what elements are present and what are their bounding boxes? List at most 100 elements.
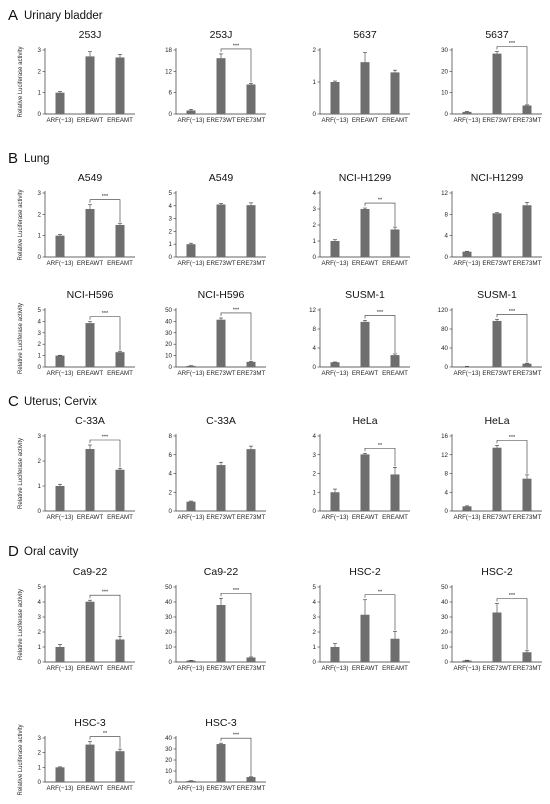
significance-bracket <box>364 202 396 227</box>
bar <box>216 744 226 782</box>
y-tick-label: 4 <box>169 471 173 478</box>
bar <box>522 478 532 511</box>
bar <box>216 319 226 367</box>
significance-label: *** <box>377 310 384 316</box>
x-category-label: EREAMT <box>382 260 408 267</box>
y-tick-label: 50 <box>165 584 172 591</box>
chart-title: 253J <box>210 29 233 41</box>
y-tick-label: 4 <box>169 203 173 210</box>
y-tick-label: 8 <box>445 211 449 218</box>
section-c-header: C Uterus; Cervix <box>8 393 97 410</box>
x-category-label: ERE73WT <box>206 514 235 521</box>
y-tick-label: 4 <box>313 433 317 440</box>
y-tick-label: 2 <box>313 629 317 636</box>
chart-title: 5637 <box>485 29 509 41</box>
chart-panel: 5637 0 1 2 ARF(−13) EREAWT EREAMT <box>313 29 410 124</box>
x-category-label: EREAWT <box>77 370 103 377</box>
x-category-label: ERE73WT <box>482 117 511 124</box>
bar <box>216 605 226 662</box>
y-tick-label: 0 <box>169 111 173 118</box>
section-title: Lung <box>24 153 50 165</box>
y-tick-label: 50 <box>165 307 172 314</box>
significance-bracket <box>220 592 252 656</box>
x-category-label: EREAWT <box>352 665 378 672</box>
chart-panel: HSC-3 0 1 2 3 Relative Luciferase activity ARF… <box>18 717 135 796</box>
y-tick-label: 18 <box>165 47 172 54</box>
x-category-label: ARF(−13) <box>454 514 481 521</box>
bar <box>246 657 256 662</box>
x-category-label: EREAWT <box>352 260 378 267</box>
chart-panel: SUSM-1 0 40 80 120 ARF(−13) ERE73WT ERE73MT *** <box>438 289 542 377</box>
x-category-label: ARF(−13) <box>454 117 481 124</box>
y-tick-label: 4 <box>313 599 317 606</box>
x-category-label: EREAWT <box>77 117 103 124</box>
x-category-label: ERE73MT <box>237 665 266 672</box>
bar <box>462 111 472 114</box>
y-tick-label: 2 <box>38 458 42 465</box>
y-tick-label: 0 <box>38 111 42 118</box>
y-tick-label: 8 <box>313 326 317 333</box>
significance-label: ** <box>378 589 383 595</box>
x-category-label: ARF(−13) <box>178 260 205 267</box>
x-category-label: ARF(−13) <box>322 260 349 267</box>
bar <box>462 660 472 662</box>
bar <box>462 506 472 511</box>
y-tick-label: 3 <box>313 452 317 459</box>
x-category-label: ARF(−13) <box>322 514 349 521</box>
x-category-label: ARF(−13) <box>178 370 205 377</box>
bar <box>360 321 370 367</box>
y-tick-label: 8 <box>445 471 449 478</box>
y-tick-label: 3 <box>38 433 42 440</box>
x-category-label: EREAMT <box>107 260 133 267</box>
bar <box>85 323 95 367</box>
y-tick-label: 12 <box>309 307 316 314</box>
significance-label: *** <box>233 733 240 739</box>
y-axis-label: Relative Luciferase activity <box>18 438 24 509</box>
bar <box>330 241 340 257</box>
bar <box>360 614 370 662</box>
chart-title: NCI-H596 <box>198 289 245 301</box>
y-tick-label: 40 <box>165 318 172 325</box>
bar <box>330 492 340 511</box>
significance-label: *** <box>233 588 240 594</box>
y-axis-label: Relative Luciferase activity <box>18 189 24 260</box>
bar <box>85 449 95 511</box>
chart-title: 5637 <box>353 29 377 41</box>
y-tick-label: 1 <box>38 353 42 360</box>
y-tick-label: 0 <box>169 508 173 515</box>
chart-panel: A549 0 1 2 3 4 5 ARF(−13) ERE73WT ERE73MT <box>169 172 266 267</box>
y-tick-label: 0 <box>169 254 173 261</box>
chart-panel: 253J 0 6 12 18 ARF(−13) ERE73WT ERE73MT *** <box>165 29 266 124</box>
y-tick-label: 1 <box>38 90 42 97</box>
x-category-label: ERE73MT <box>237 260 266 267</box>
x-category-label: ERE73WT <box>206 117 235 124</box>
x-category-label: ARF(−13) <box>47 514 74 521</box>
x-category-label: ERE73MT <box>237 514 266 521</box>
chart-panel: A549 0 1 2 3 Relative Luciferase activity ARF(… <box>18 172 135 267</box>
y-tick-label: 5 <box>169 190 173 197</box>
y-tick-label: 2 <box>38 629 42 636</box>
y-tick-label: 3 <box>38 735 42 742</box>
significance-bracket <box>89 439 121 468</box>
y-tick-label: 80 <box>441 326 448 333</box>
y-tick-label: 2 <box>38 68 42 75</box>
chart-panel: Ca9-22 0 1 2 3 4 5 Relative Luciferase activity… <box>18 566 135 672</box>
x-category-label: ERE73WT <box>206 260 235 267</box>
y-tick-label: 0 <box>169 659 173 666</box>
bar <box>55 92 65 114</box>
x-category-label: ARF(−13) <box>322 370 349 377</box>
y-tick-label: 20 <box>441 629 448 636</box>
y-tick-label: 0 <box>313 364 317 371</box>
y-tick-label: 0 <box>169 779 173 786</box>
x-category-label: ARF(−13) <box>47 117 74 124</box>
y-tick-label: 1 <box>38 483 42 490</box>
y-tick-label: 0 <box>445 364 449 371</box>
y-tick-label: 2 <box>38 341 42 348</box>
bar <box>330 362 340 367</box>
y-tick-label: 0 <box>38 254 42 261</box>
x-category-label: ARF(−13) <box>178 665 205 672</box>
y-tick-label: 4 <box>38 599 42 606</box>
y-tick-label: 3 <box>38 614 42 621</box>
x-category-label: ARF(−13) <box>178 117 205 124</box>
y-tick-label: 3 <box>313 206 317 213</box>
